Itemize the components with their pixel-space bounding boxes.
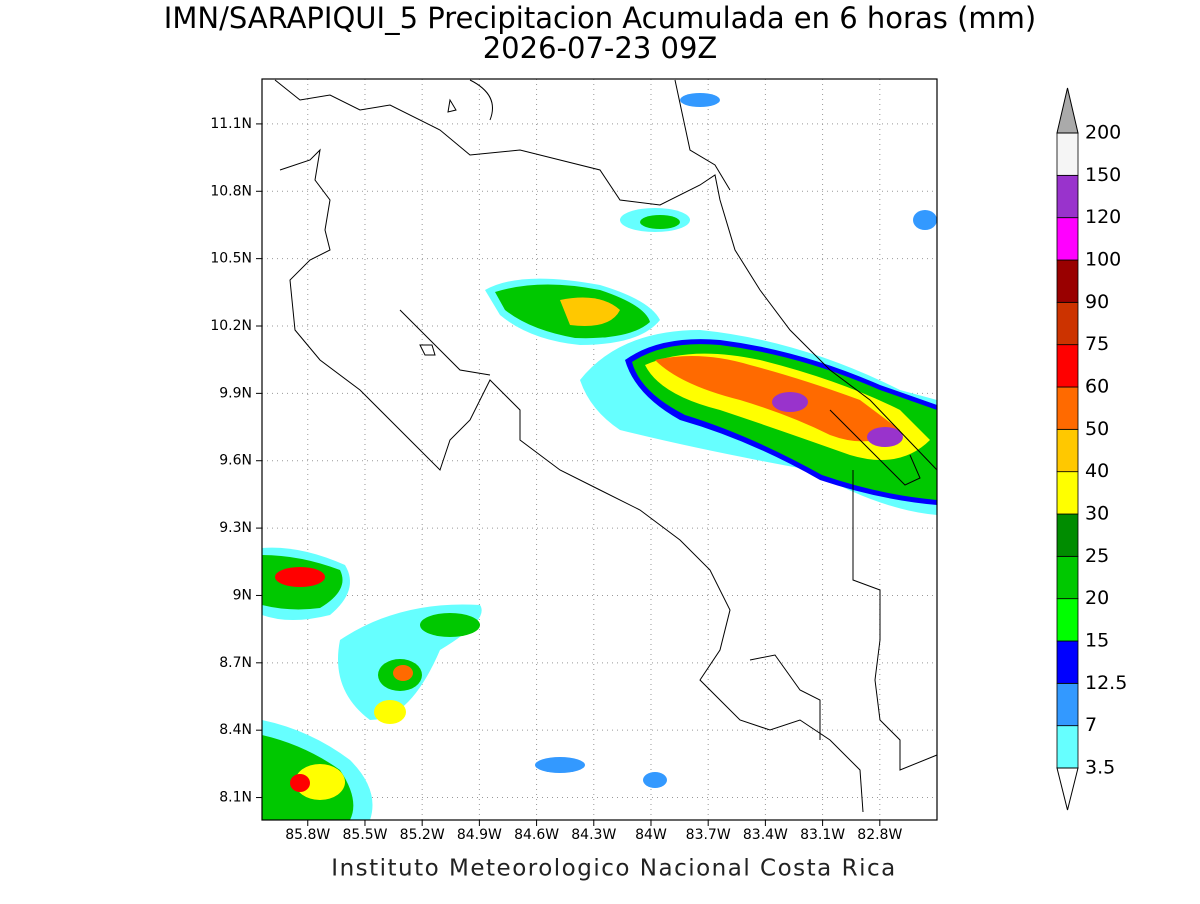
y-tick-label: 9N — [233, 587, 252, 603]
x-tick-label: 85.2W — [400, 827, 445, 843]
map-frame — [261, 78, 938, 821]
y-tick-label: 8.4N — [219, 722, 252, 738]
colorbar-bin — [1056, 428, 1079, 473]
colorbar-bin — [1056, 344, 1079, 388]
colorbar-bin — [1056, 217, 1079, 261]
colorbar-bin — [1056, 132, 1079, 176]
colorbar-label: 30 — [1085, 503, 1109, 525]
colorbar-label: 120 — [1085, 206, 1121, 228]
colorbar-label: 150 — [1085, 164, 1121, 186]
x-tick-label: 82.8W — [857, 827, 902, 843]
axes: 85.8W 85.5W 85.2W 84.9W 84.6W 84.3W 84W 83.7W 83… — [210, 116, 902, 843]
colorbar-label: 15 — [1085, 630, 1109, 652]
x-tick-label: 85.8W — [285, 827, 330, 843]
colorbar-bin — [1056, 259, 1079, 303]
title: IMN/SARAPIQUI_5 Precipitacion Acumulada … — [164, 1, 1036, 35]
colorbar-bin — [1056, 555, 1079, 600]
colorbar-bin — [1056, 725, 1079, 769]
colorbar-bin — [1056, 301, 1079, 346]
y-tick-label: 9.3N — [219, 520, 252, 536]
colorbar-label: 60 — [1085, 376, 1109, 398]
colorbar-label: 12.5 — [1085, 672, 1127, 694]
colorbar-label: 40 — [1085, 460, 1109, 482]
colorbar-label: 7 — [1085, 714, 1097, 736]
colorbar-bin — [1056, 513, 1079, 557]
colorbar-label: 20 — [1085, 587, 1109, 609]
colorbar: 3.5 7 12.5 15 20 25 30 40 50 60 75 90 100 120 150 200 — [1056, 87, 1127, 811]
x-tick-label: 84W — [635, 827, 667, 843]
colorbar-bin — [1056, 682, 1079, 727]
y-tick-label: 10.2N — [210, 318, 252, 334]
footer: Instituto Meteorologico Nacional Costa R… — [331, 856, 896, 882]
y-tick-label: 10.5N — [210, 251, 252, 267]
y-tick-label: 11.1N — [210, 116, 252, 132]
subtitle: 2026-07-23 09Z — [483, 31, 718, 65]
colorbar-label: 90 — [1085, 291, 1109, 313]
colorbar-bin — [1056, 598, 1079, 642]
colorbar-bin — [1056, 640, 1079, 684]
colorbar-label: 50 — [1085, 418, 1109, 440]
colorbar-label: 200 — [1085, 122, 1121, 144]
x-tick-label: 84.3W — [571, 827, 616, 843]
colorbar-label: 100 — [1085, 249, 1121, 271]
colorbar-label: 3.5 — [1085, 757, 1115, 779]
colorbar-over — [1056, 87, 1079, 134]
x-tick-label: 84.6W — [514, 827, 559, 843]
precipitation-field — [262, 93, 937, 820]
x-tick-label: 83.4W — [743, 827, 788, 843]
colorbar-bin — [1056, 471, 1079, 515]
colorbar-bin — [1056, 174, 1079, 219]
x-tick-label: 83.7W — [686, 827, 731, 843]
x-tick-label: 83.1W — [800, 827, 845, 843]
colorbar-label: 75 — [1085, 333, 1109, 355]
y-tick-label: 9.6N — [219, 453, 252, 469]
coastline — [274, 79, 938, 813]
y-tick-label: 8.7N — [219, 655, 252, 671]
x-tick-label: 85.5W — [342, 827, 387, 843]
colorbar-under — [1056, 767, 1079, 811]
colorbar-bin — [1056, 386, 1079, 430]
x-tick-label: 84.9W — [457, 827, 502, 843]
y-tick-label: 9.9N — [219, 385, 252, 401]
y-tick-label: 8.1N — [219, 790, 252, 806]
colorbar-label: 25 — [1085, 545, 1109, 567]
y-tick-label: 10.8N — [210, 183, 252, 199]
